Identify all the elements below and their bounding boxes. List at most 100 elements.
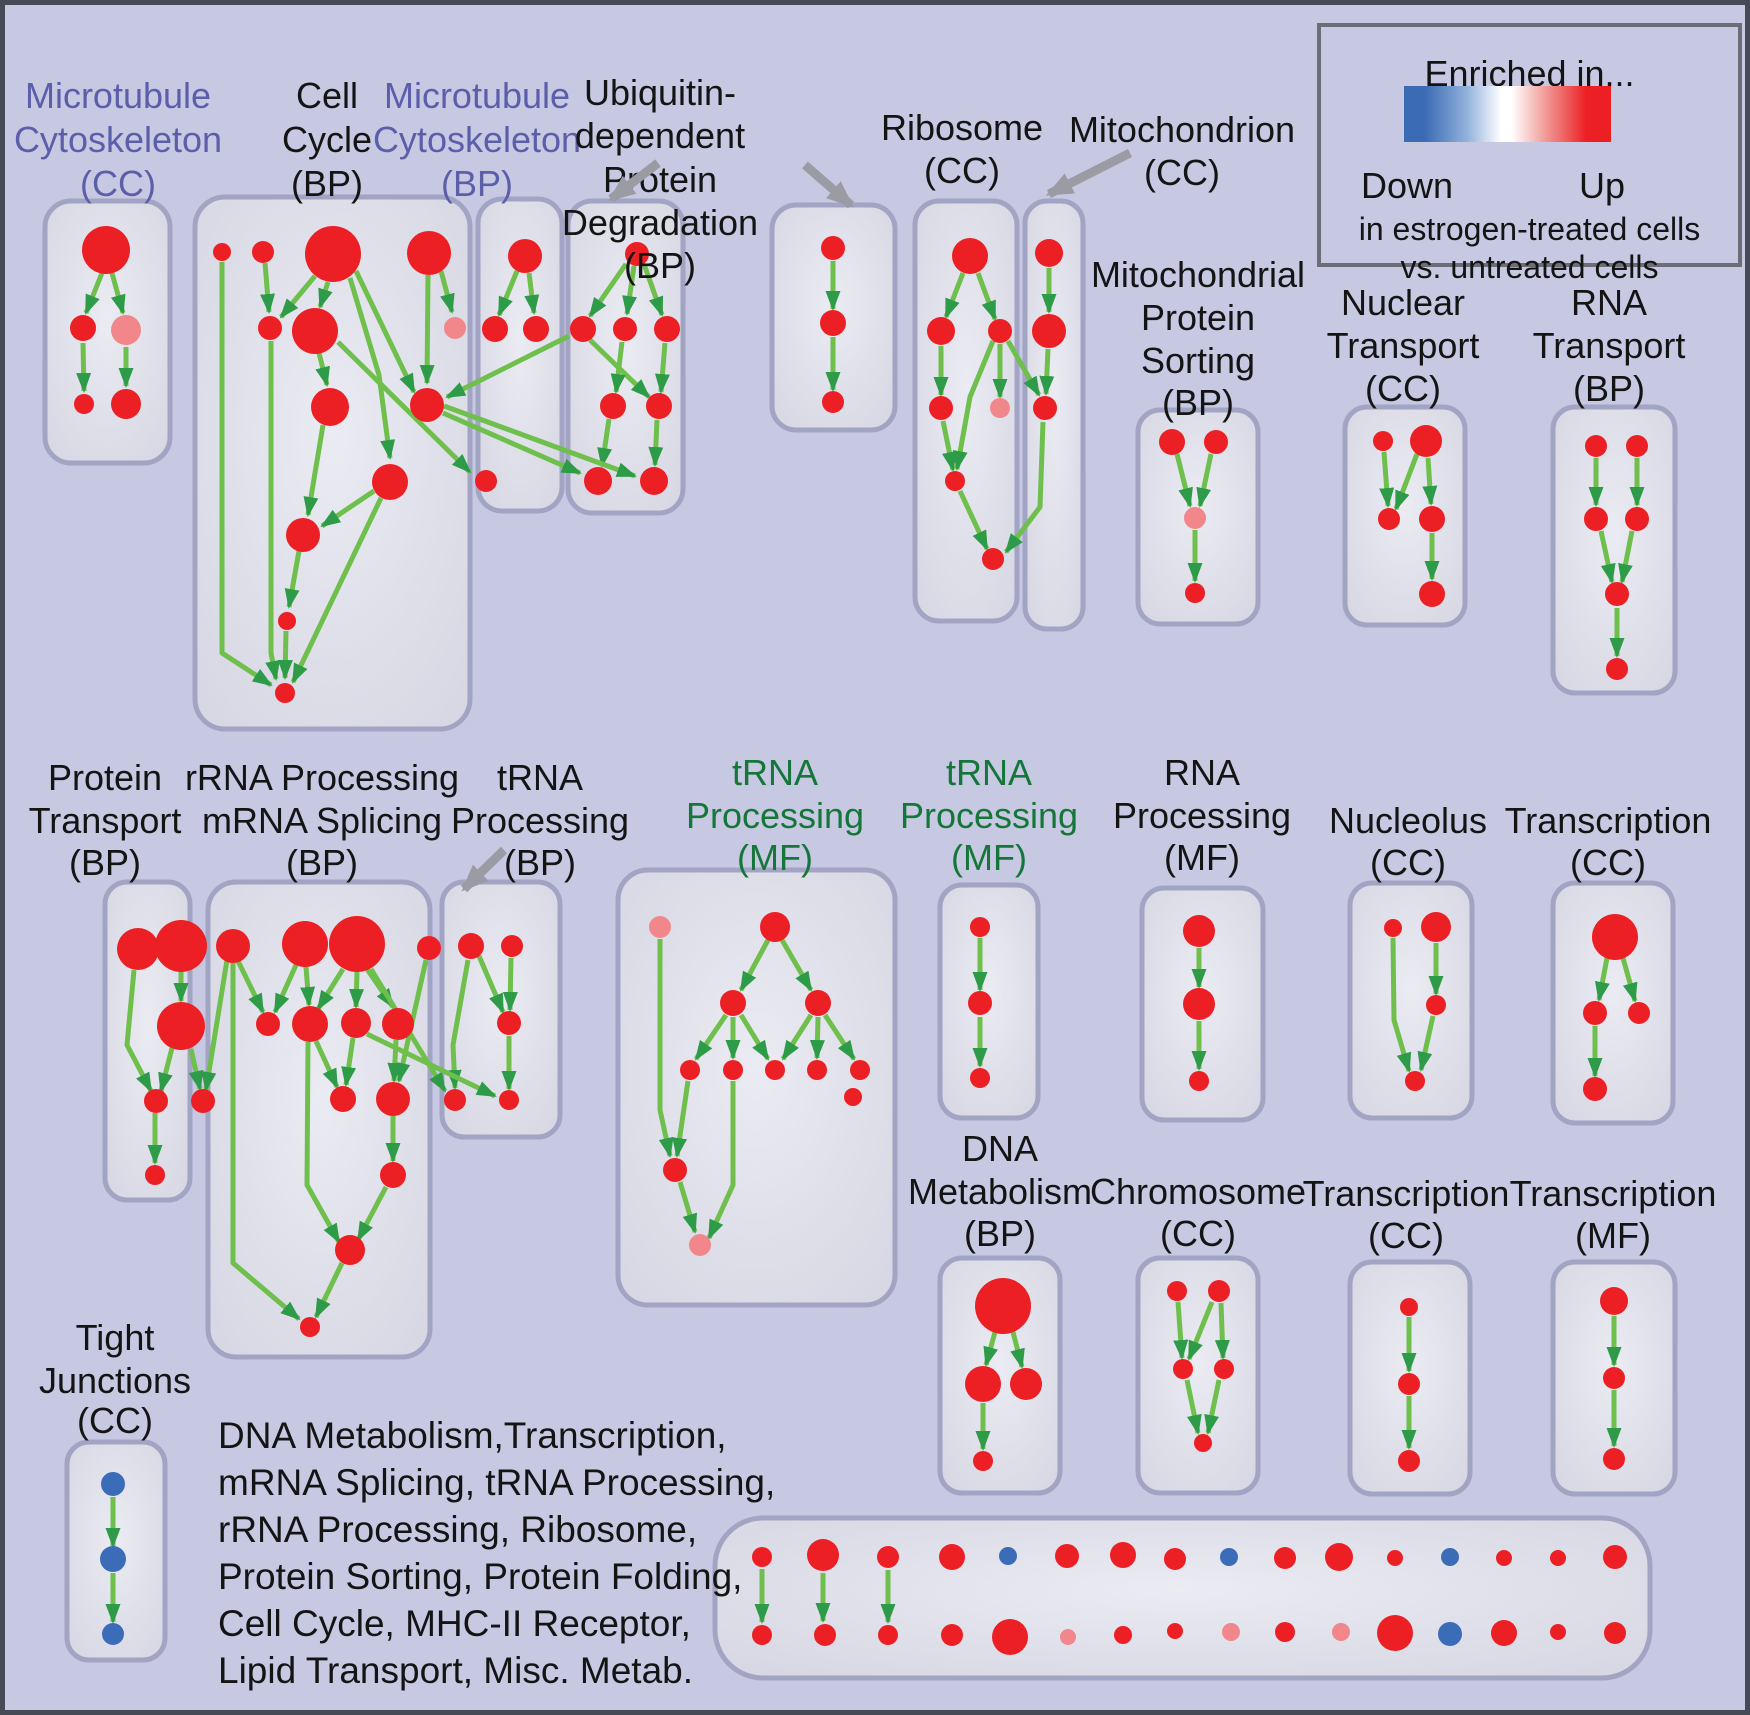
relation-arrow-edge	[219, 262, 273, 688]
relation-arrow-edge	[76, 342, 92, 393]
go-term-node	[145, 1165, 165, 1185]
go-term-node	[523, 316, 549, 342]
go-term-node	[1222, 1623, 1240, 1641]
relation-arrow-edge	[706, 1081, 736, 1240]
cluster-label-trna-processing-mf-large: (MF)	[737, 837, 813, 878]
relation-arrow-edge	[1174, 453, 1193, 508]
go-term-node	[1183, 988, 1215, 1020]
label-pointer-arrow	[802, 161, 854, 209]
go-term-node	[1373, 431, 1393, 451]
cluster-label-transcription-mf: (MF)	[1575, 1215, 1651, 1256]
relation-arrow-edge	[779, 938, 814, 992]
go-term-node	[1421, 912, 1451, 942]
go-term-node	[945, 471, 965, 491]
go-term-node	[992, 1619, 1028, 1655]
relation-arrow-edge	[943, 272, 966, 319]
go-term-node	[292, 1006, 328, 1042]
cluster-label-rna-transport-bp: RNA	[1571, 282, 1647, 323]
go-term-node	[341, 1008, 371, 1038]
relation-arrow-edge	[265, 341, 280, 681]
cluster-label-nuclear-transport-cc: (CC)	[1365, 368, 1441, 409]
go-term-node	[1405, 1071, 1425, 1091]
go-term-node	[1398, 1373, 1420, 1395]
cluster-box-microtubule-cytoskeleton-bp	[475, 196, 565, 514]
relation-arrow-edge	[822, 1013, 857, 1061]
relation-arrow-edge	[1618, 530, 1635, 584]
go-term-node	[117, 928, 159, 970]
relation-arrow-edge	[476, 955, 506, 1014]
relation-arrow-edge	[355, 1185, 389, 1242]
go-term-node	[1032, 314, 1066, 348]
cluster-label-rrna-processing-mrna-splicing-bp: mRNA Splicing	[202, 800, 442, 841]
relation-arrow-edge	[1184, 1379, 1202, 1435]
go-term-node	[1603, 1448, 1625, 1470]
go-term-node	[372, 464, 408, 500]
go-term-node	[625, 242, 649, 266]
go-term-node	[191, 1089, 215, 1113]
go-term-node	[1400, 1298, 1418, 1316]
go-term-node	[999, 1547, 1017, 1565]
go-term-node	[723, 1060, 743, 1080]
cluster-label-nuclear-transport-cc: Nuclear	[1341, 282, 1465, 323]
relation-arrow-edge	[109, 272, 126, 315]
go-term-node	[305, 226, 361, 282]
go-term-node	[155, 920, 207, 972]
cluster-label-cell-cycle-bp: (BP)	[291, 163, 363, 204]
go-term-node	[970, 917, 990, 937]
relation-arrow-edge	[353, 269, 417, 394]
go-term-node	[213, 243, 231, 261]
go-term-node	[1550, 1624, 1566, 1640]
cluster-label-tight-junctions-cc: (CC)	[77, 1400, 153, 1441]
relation-arrow-edge	[158, 1047, 175, 1093]
go-term-node	[649, 916, 671, 938]
go-term-node	[646, 393, 672, 419]
relation-arrow-edge	[654, 342, 670, 394]
go-term-node	[1426, 995, 1446, 1015]
go-term-node	[929, 396, 953, 420]
go-term-node	[499, 1090, 519, 1110]
cluster-label-nucleolus-cc: (CC)	[1370, 842, 1446, 883]
label-pointer-arrow	[1045, 148, 1133, 199]
legend-down-label: Down	[1361, 165, 1454, 206]
relation-arrow-edge	[230, 963, 301, 1321]
go-term-node	[1167, 1281, 1187, 1301]
go-term-node	[878, 1625, 898, 1645]
go-term-node	[1110, 1542, 1136, 1568]
relation-arrow-edge	[648, 419, 664, 467]
edges-layer	[76, 261, 1645, 1625]
go-term-node	[252, 241, 274, 263]
go-term-node	[286, 518, 320, 552]
go-term-node	[475, 470, 497, 492]
cluster-label-ubiquitin-degradation-bp-a: Ubiquitin-	[584, 72, 736, 113]
relation-arrow-edge	[693, 1013, 729, 1061]
go-term-node	[584, 467, 612, 495]
go-term-node	[278, 612, 296, 630]
relation-arrow-edge	[1620, 957, 1638, 1003]
relation-arrow-edge	[502, 957, 518, 1012]
cluster-label-ubiquitin-degradation-bp-a: Degradation	[562, 202, 758, 243]
go-term-node	[663, 1158, 687, 1182]
cluster-label-mitochondrion-cc: (CC)	[1144, 152, 1220, 193]
cluster-label-mitochondrion-cc: Mitochondrion	[1069, 109, 1295, 150]
relation-arrow-edge	[957, 489, 990, 551]
cluster-label-protein-transport-bp: Protein	[48, 757, 162, 798]
go-term-node	[982, 548, 1004, 570]
relation-arrow-edge	[677, 1181, 698, 1234]
relation-arrow-edge	[83, 272, 105, 315]
go-term-node	[376, 1082, 410, 1116]
misc-clusters-annotation: Cell Cycle, MHC-II Receptor,	[218, 1603, 691, 1644]
cluster-box-trna-processing-mf-large	[615, 867, 898, 1308]
go-term-node	[282, 921, 328, 967]
legend-subtitle-line2: vs. untreated cells	[1400, 249, 1659, 285]
go-term-node	[1626, 435, 1648, 457]
go-term-node	[877, 1546, 899, 1568]
relation-arrow-edge	[738, 1013, 771, 1061]
cluster-label-transcription-cc-row3: Transcription	[1303, 1173, 1510, 1214]
go-term-node	[1584, 507, 1608, 531]
cluster-label-microtubule-cytoskeleton-bp: (BP)	[441, 163, 513, 204]
cluster-label-trna-processing-bp: Processing	[451, 800, 629, 841]
go-term-node	[1585, 435, 1607, 457]
go-term-node	[822, 391, 844, 413]
cluster-label-microtubule-cytoskeleton-cc: Microtubule	[25, 75, 211, 116]
go-term-node	[1377, 1615, 1413, 1651]
